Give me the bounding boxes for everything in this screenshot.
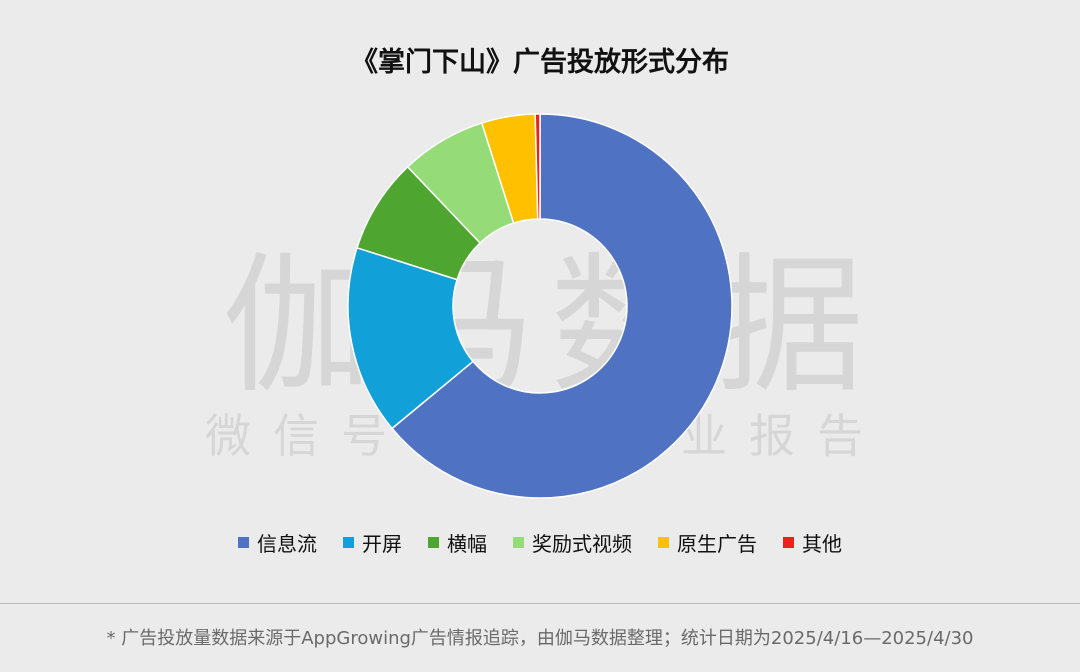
legend-item: 其他 <box>783 528 842 557</box>
legend-label: 奖励式视频 <box>532 532 632 556</box>
legend-label: 其他 <box>802 532 842 556</box>
legend-label: 原生广告 <box>677 532 757 556</box>
legend-label: 开屏 <box>362 532 402 556</box>
donut-slice-2 <box>347 246 475 430</box>
legend-swatch <box>783 537 794 548</box>
donut-slice-1 <box>391 113 733 499</box>
legend-label: 横幅 <box>447 532 487 556</box>
chart-legend: 信息流 开屏 横幅 奖励式视频 原生广告 其他 <box>0 528 1080 557</box>
legend-item: 奖励式视频 <box>513 528 632 557</box>
legend-item: 开屏 <box>343 528 402 557</box>
donut-slice-6 <box>534 113 541 220</box>
legend-item: 信息流 <box>238 528 317 557</box>
watermark-logo-text: 伽马数据 <box>221 240 878 414</box>
legend-swatch <box>513 537 524 548</box>
legend-label: 信息流 <box>257 532 317 556</box>
source-footnote: * 广告投放量数据来源于AppGrowing广告情报追踪，由伽马数据整理；统计日… <box>106 628 974 649</box>
legend-swatch <box>428 537 439 548</box>
legend-swatch <box>343 537 354 548</box>
legend-swatch <box>238 537 249 548</box>
legend-item: 横幅 <box>428 528 487 557</box>
chart-title: 《掌门下山》广告投放形式分布 <box>351 47 729 78</box>
legend-item: 原生广告 <box>658 528 757 557</box>
footer-divider <box>0 603 1080 604</box>
legend-swatch <box>658 537 669 548</box>
